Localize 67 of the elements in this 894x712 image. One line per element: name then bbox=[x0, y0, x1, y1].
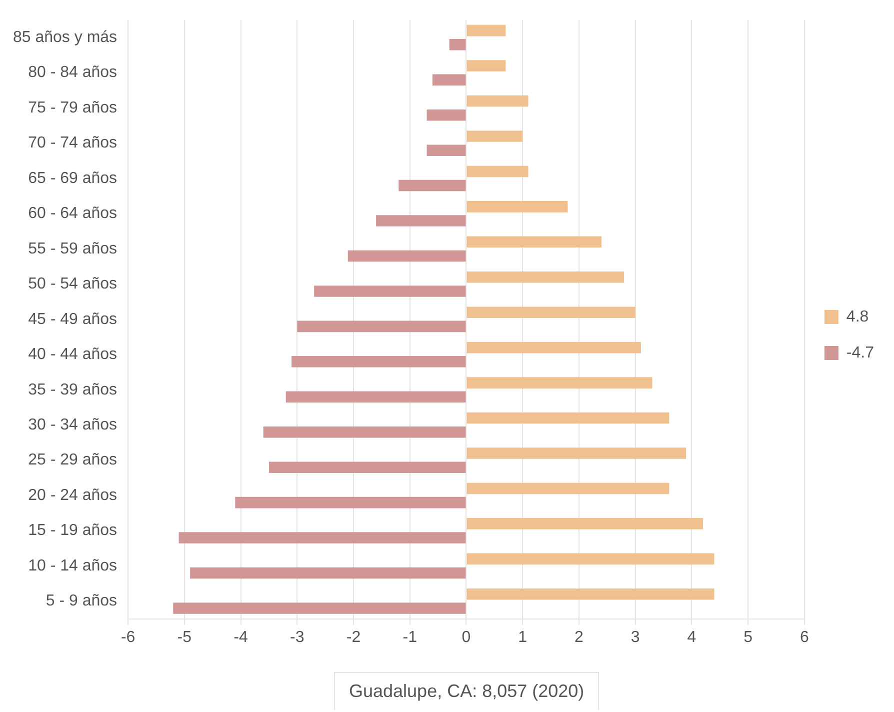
bar bbox=[466, 342, 641, 354]
y-tick-label: 85 años y más bbox=[12, 29, 118, 46]
x-tick-label: 4 bbox=[687, 628, 696, 646]
bar bbox=[466, 271, 624, 283]
bar bbox=[268, 462, 466, 473]
bar bbox=[376, 215, 466, 226]
y-tick-label: 35 - 39 años bbox=[28, 381, 118, 398]
bar bbox=[466, 377, 652, 388]
bar bbox=[466, 95, 528, 107]
bar bbox=[466, 412, 670, 424]
x-tick-label: 3 bbox=[630, 628, 640, 646]
x-tick-label: -6 bbox=[120, 628, 136, 646]
y-tick-label: 80 - 84 años bbox=[28, 64, 118, 82]
y-tick-label: 25 - 29 años bbox=[28, 452, 118, 469]
bar bbox=[314, 286, 466, 297]
text: Guadalupe, CA: 8,057 (2020) bbox=[334, 672, 600, 710]
bar bbox=[178, 532, 466, 544]
bar bbox=[466, 588, 714, 600]
x-tick-label: -4 bbox=[234, 628, 248, 646]
y-tick-label: 15 - 19 años bbox=[28, 522, 118, 540]
x-tick-label: 1 bbox=[518, 628, 528, 646]
bar bbox=[466, 448, 686, 459]
bar bbox=[466, 236, 602, 248]
x-tick-label: 5 bbox=[744, 628, 753, 646]
y-tick-label: 45 - 49 años bbox=[28, 310, 118, 328]
bar bbox=[348, 250, 466, 262]
y-tick-label: 5 - 9 años bbox=[46, 592, 118, 610]
bar bbox=[466, 60, 506, 72]
bar bbox=[297, 320, 466, 332]
x-tick-label: 0 bbox=[462, 628, 471, 646]
legend-label: 4.8 bbox=[846, 308, 869, 326]
bar bbox=[466, 166, 528, 178]
bar bbox=[426, 109, 466, 121]
x-tick-label: 6 bbox=[800, 628, 809, 646]
y-tick-label: 40 - 44 años bbox=[28, 346, 118, 364]
y-tick-label: 10 - 14 años bbox=[28, 557, 118, 574]
x-tick-label: -3 bbox=[290, 628, 304, 646]
bar bbox=[292, 356, 466, 368]
x-tick-label: 2 bbox=[574, 628, 584, 646]
bar bbox=[466, 201, 568, 212]
x-tick-label: -1 bbox=[402, 628, 418, 646]
bar bbox=[235, 496, 466, 508]
bar bbox=[432, 74, 466, 86]
bar bbox=[466, 518, 703, 530]
y-tick-label: 70 - 74 años bbox=[28, 134, 118, 152]
bar bbox=[466, 306, 636, 318]
bar bbox=[398, 180, 466, 192]
y-tick-label: 20 - 24 años bbox=[28, 486, 118, 504]
bar bbox=[466, 130, 523, 142]
y-tick-label: 50 - 54 años bbox=[28, 276, 118, 293]
y-tick-label: 65 - 69 años bbox=[28, 170, 118, 187]
x-tick-label: -2 bbox=[346, 628, 361, 646]
y-tick-label: 55 - 59 años bbox=[28, 240, 118, 258]
y-tick-label: 60 - 64 años bbox=[28, 205, 118, 222]
x-tick-label: -5 bbox=[177, 628, 192, 646]
bar bbox=[263, 426, 466, 438]
bar bbox=[173, 602, 466, 614]
bar bbox=[466, 553, 714, 565]
bar bbox=[190, 567, 466, 579]
bar bbox=[286, 391, 466, 403]
y-tick-label: 30 - 34 años bbox=[28, 416, 118, 434]
bar bbox=[466, 482, 670, 494]
y-tick-label: 75 - 79 años bbox=[28, 99, 118, 116]
legend-label: -4.7 bbox=[846, 344, 874, 362]
bar bbox=[426, 144, 466, 156]
bar bbox=[466, 24, 506, 36]
bar bbox=[449, 39, 466, 50]
